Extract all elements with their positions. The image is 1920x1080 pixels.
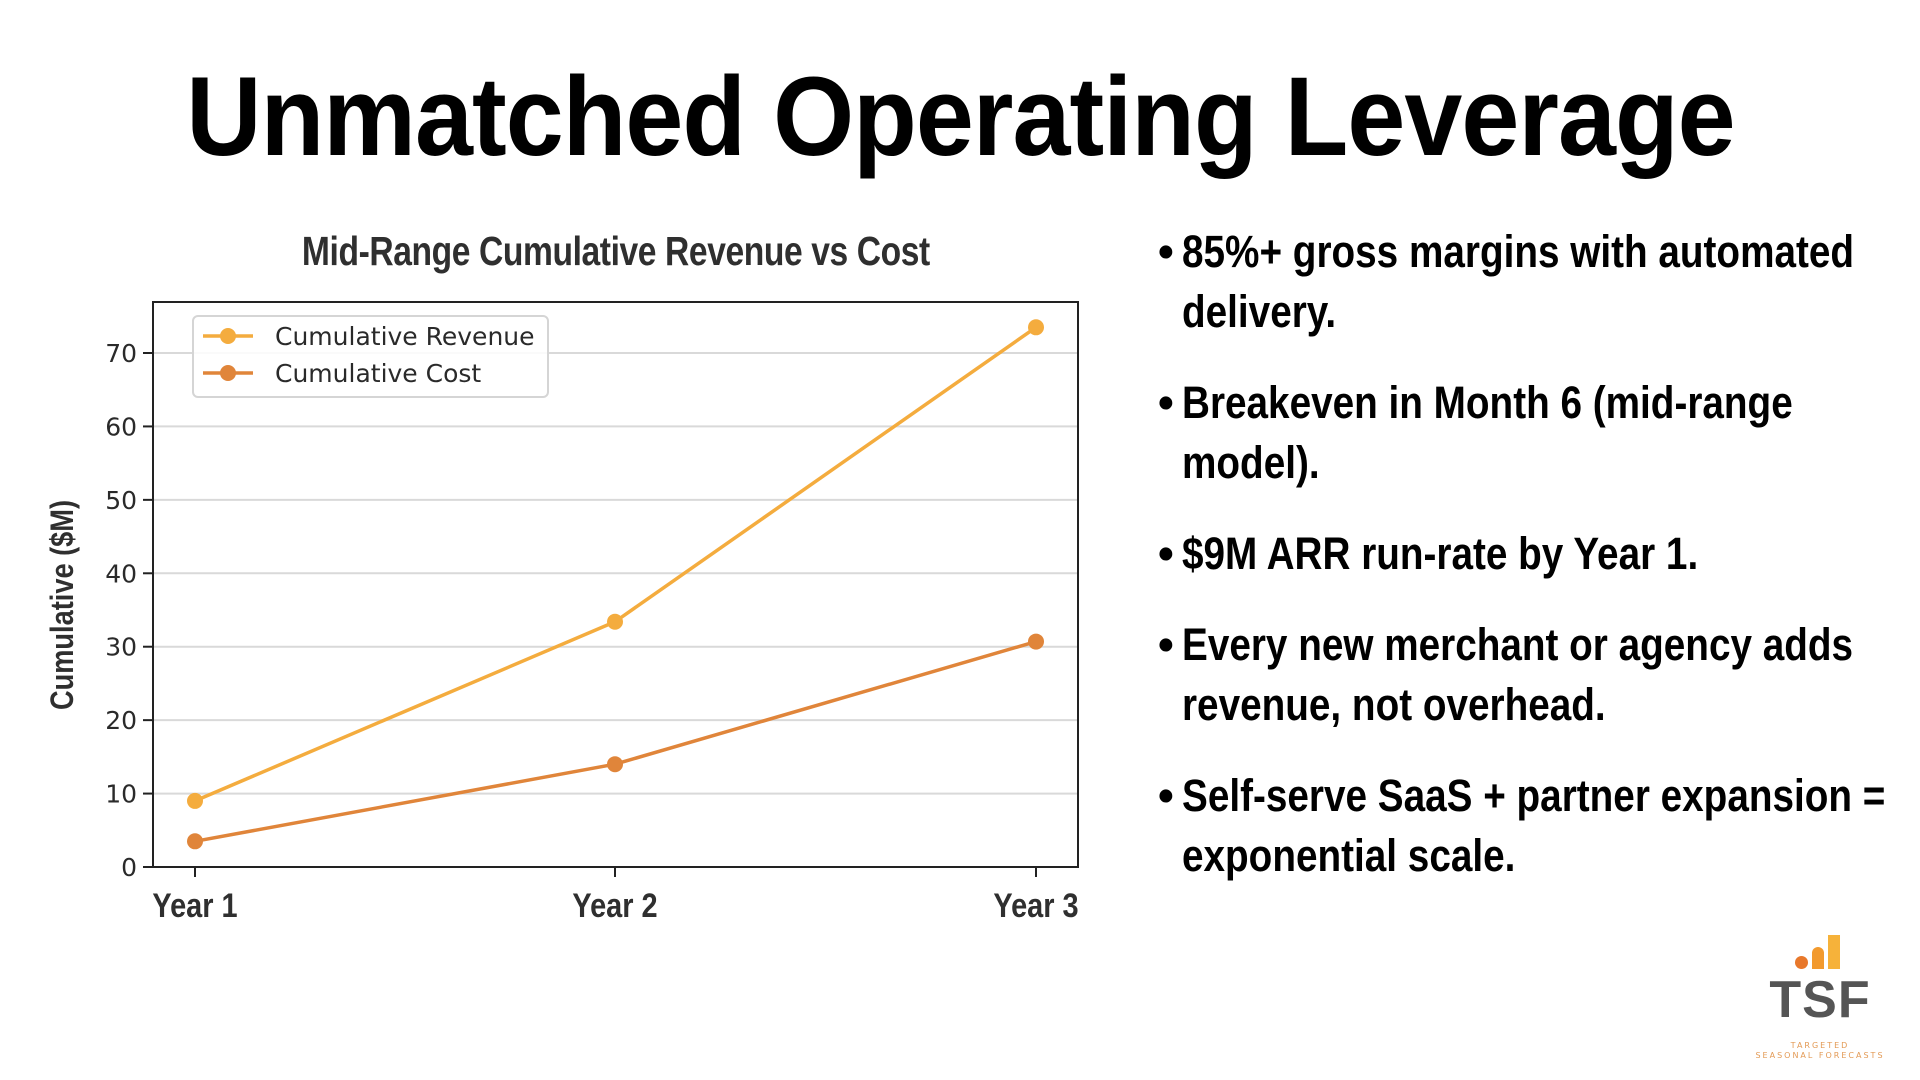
legend-marker-icon (220, 328, 236, 344)
logo-bar-icon (1812, 947, 1824, 969)
bullet-list: • 85%+ gross margins with automated deliv… (1158, 222, 1900, 917)
chart-title: Mid-Range Cumulative Revenue vs Cost (153, 226, 1078, 276)
bullet-dot-icon: • (1158, 226, 1174, 277)
x-axis-ticks: Year 1 Year 2 Year 3 (152, 867, 1079, 925)
bullet-item: • Self-serve SaaS + partner expansion = e… (1158, 766, 1900, 886)
bullet-dot-icon: • (1158, 377, 1174, 428)
bullet-item: • Every new merchant or agency adds reven… (1158, 615, 1900, 735)
x-tick-label: Year 2 (572, 886, 657, 925)
y-tick-label: 30 (105, 633, 137, 662)
logo-tagline: TARGETED (1790, 1041, 1850, 1050)
bullet-text: $9M ARR run-rate by Year 1. (1182, 528, 1699, 579)
slide-title: Unmatched Operating Leverage (0, 52, 1920, 182)
bullet-item: • 85%+ gross margins with automated deliv… (1158, 222, 1900, 342)
y-tick-label: 0 (121, 853, 137, 882)
data-point (187, 792, 203, 809)
legend-label: Cumulative Cost (275, 359, 481, 388)
plot-frame (152, 301, 1079, 868)
y-tick-label: 70 (105, 339, 137, 368)
data-point (607, 756, 623, 773)
bullet-item: • Breakeven in Month 6 (mid-range model). (1158, 373, 1900, 493)
bullet-dot-icon: • (1158, 619, 1174, 670)
bullet-dot-icon: • (1158, 770, 1174, 821)
bullet-dot-icon: • (1158, 528, 1174, 579)
gridlines (153, 352, 1078, 795)
data-point (1028, 319, 1044, 336)
y-axis-ticks: 0 10 20 30 40 50 60 70 (105, 339, 153, 882)
slide-title-text: Unmatched Operating Leverage (185, 54, 1735, 179)
logo-bar-icon (1828, 935, 1840, 969)
series-line (194, 325, 1038, 803)
x-tick-label: Year 1 (152, 886, 237, 925)
y-tick-label: 50 (105, 486, 137, 515)
bullet-text: Breakeven in Month 6 (mid-range model). (1182, 377, 1793, 488)
y-tick-label: 10 (105, 780, 137, 809)
x-tick-label: Year 3 (993, 886, 1078, 925)
y-tick-label: 20 (105, 706, 137, 735)
bullet-text: Every new merchant or agency adds revenu… (1182, 619, 1854, 730)
data-point (1028, 633, 1044, 650)
legend-label: Cumulative Revenue (275, 322, 535, 351)
y-tick-label: 40 (105, 559, 137, 588)
series-line (194, 639, 1037, 844)
legend-box (192, 315, 549, 398)
series-group (187, 319, 1044, 850)
y-axis-label: Cumulative ($M) (45, 500, 81, 710)
bullet-item: • $9M ARR run-rate by Year 1. (1158, 524, 1900, 584)
legend: Cumulative Revenue Cumulative Cost (192, 315, 549, 398)
data-point (187, 833, 203, 850)
y-tick-label: 60 (105, 412, 137, 441)
logo-dot-icon (1795, 956, 1808, 969)
logo-text: TSF (1769, 971, 1871, 1029)
data-point (607, 613, 623, 630)
chart-title-text: Mid-Range Cumulative Revenue vs Cost (301, 228, 930, 274)
legend-marker-icon (220, 365, 236, 381)
bullet-text: 85%+ gross margins with automated delive… (1182, 226, 1855, 337)
bullet-text: Self-serve SaaS + partner expansion = ex… (1182, 770, 1886, 881)
logo-tagline: SEASONAL FORECASTS (1755, 1051, 1885, 1060)
tsf-logo: TSF TARGETED SEASONAL FORECASTS (1745, 930, 1895, 1070)
